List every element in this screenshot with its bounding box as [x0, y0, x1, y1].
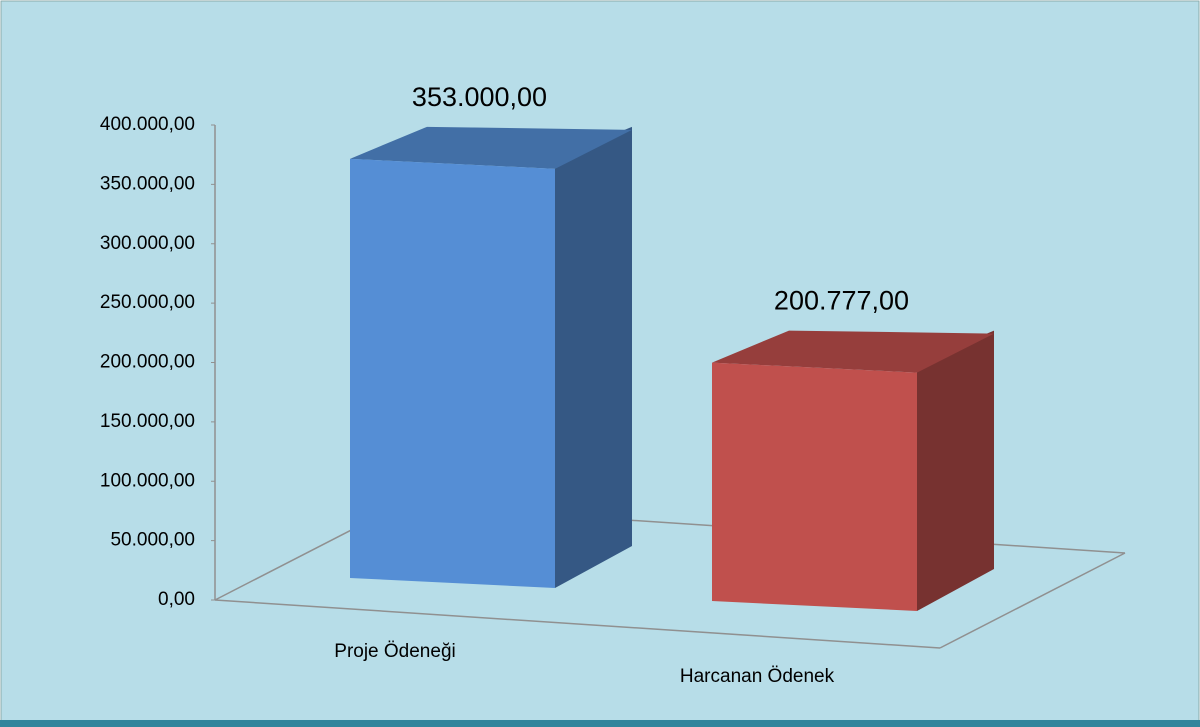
y-tick-label: 0,00 [158, 589, 195, 610]
y-tick-label: 400.000,00 [100, 114, 195, 135]
bar-side [917, 330, 994, 611]
value-label: 200.777,00 [774, 286, 909, 316]
bar-side [555, 126, 632, 588]
floor-edge [939, 552, 1126, 649]
y-tick-label: 250.000,00 [100, 292, 195, 313]
floor-edge [214, 599, 941, 649]
x-tick-label: Harcanan Ödenek [680, 666, 835, 687]
y-tick-label: 350.000,00 [100, 173, 195, 194]
y-tick-label: 50.000,00 [110, 530, 195, 551]
y-tick-label: 150.000,00 [100, 411, 195, 432]
x-tick-label: Proje Ödeneği [334, 641, 455, 662]
bar [350, 158, 555, 588]
bar-top [350, 126, 632, 169]
bar-top [712, 330, 994, 373]
y-tick-label: 300.000,00 [100, 233, 195, 254]
y-tick-label: 200.000,00 [100, 352, 195, 373]
y-tick-label: 100.000,00 [100, 470, 195, 491]
value-label: 353.000,00 [412, 82, 547, 112]
bar [712, 362, 917, 611]
bottom-border [0, 720, 1200, 727]
